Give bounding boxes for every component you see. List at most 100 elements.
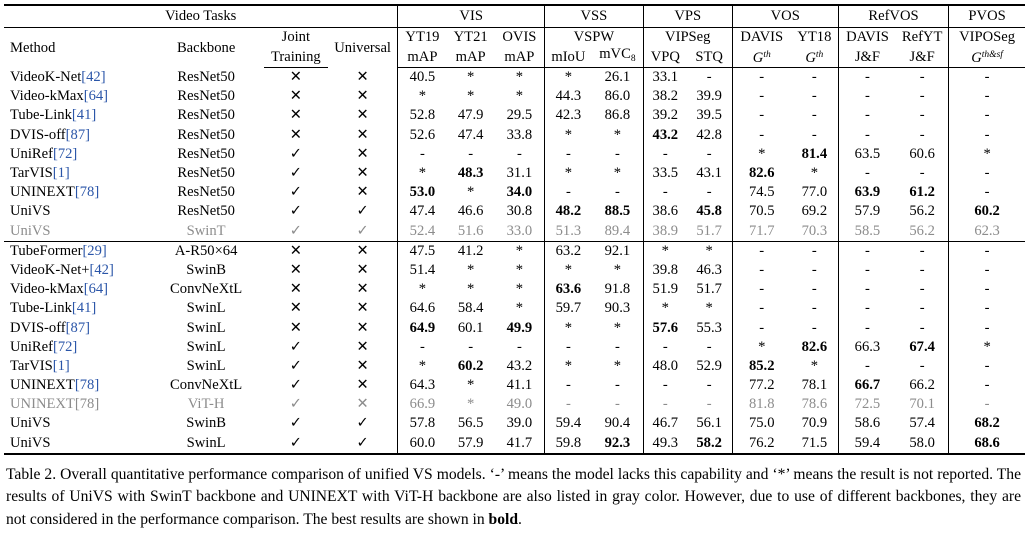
cross-icon: ✕	[356, 145, 369, 162]
metric-gthsf-sup: th&sf	[981, 50, 1003, 60]
value-vipseg-vpq: -	[642, 144, 687, 164]
table-row: UniVS SwinL ✓ ✓ 60.0 57.9 41.7 59.8 92.3 49.3 58.2…	[4, 433, 1025, 455]
joint-training-mark: ✓	[264, 145, 328, 164]
value-davis-gth: -	[731, 67, 791, 88]
citation-link[interactable]: [1]	[52, 165, 70, 182]
universal-mark: ✕	[328, 376, 398, 395]
joint-training-mark: ✕	[264, 299, 328, 318]
metric-jf-refyt: J&F	[896, 46, 949, 68]
method-cell: UniVS	[4, 222, 148, 242]
value-yt18-gth: 70.3	[801, 222, 828, 239]
value-vspw-miou: 63.2	[543, 240, 592, 261]
value-davis-gth: 70.5	[731, 202, 791, 222]
citation-link[interactable]: [72]	[52, 145, 78, 162]
value-vspw-mvc: -	[614, 145, 620, 162]
value-davis-jf: -	[837, 87, 897, 107]
citation-link[interactable]: [1]	[52, 357, 70, 374]
check-icon: ✓	[289, 396, 302, 413]
value-yt18-gth: 69.2	[801, 203, 828, 220]
value-davis-jf: -	[837, 106, 897, 126]
citation-link[interactable]: [78]	[74, 377, 100, 394]
value-vipseg-vpq: -	[642, 395, 687, 415]
method-cell: UNINEXT[78]	[4, 395, 148, 414]
value-vspw-miou: -	[543, 144, 592, 164]
value-yt18-gth: -	[811, 281, 817, 298]
metric-ovis: mAP	[494, 46, 545, 68]
universal-mark: ✕	[328, 395, 398, 414]
value-refyt-jf: -	[919, 69, 925, 86]
value-ovis-map: -	[516, 338, 522, 355]
citation-link[interactable]: [64]	[83, 281, 109, 298]
value-viposeg-gthsf: -	[948, 376, 1025, 396]
value-ovis-map: *	[515, 281, 524, 298]
method-cell: UniRef[72]	[4, 338, 148, 357]
table-row: Tube-Link[41] SwinL ✕ ✕ 64.6 58.4 * 59.7 90.3 * * -…	[4, 299, 1025, 319]
method-cell: DVIS-off[87]	[4, 318, 148, 337]
value-refyt-jf: 56.2	[909, 203, 935, 220]
table-row: UniRef[72] ResNet50 ✓ ✕ - - - - - - - * 81.4 63.5 60.6…	[4, 144, 1025, 164]
citation-link[interactable]: [42]	[89, 261, 114, 278]
value-refyt-jf: -	[919, 107, 925, 124]
value-vipseg-vpq: 51.9	[642, 280, 687, 300]
dataset-vipseg: VIPSeg	[642, 27, 733, 46]
value-ovis-map: 30.8	[506, 203, 533, 220]
citation-link[interactable]: [64]	[83, 88, 109, 105]
joint-training-mark: ✕	[264, 68, 328, 88]
citation-link[interactable]: [41]	[71, 300, 97, 317]
value-vipseg-vpq: 33.5	[642, 163, 687, 184]
citation-link[interactable]: [78]	[74, 396, 100, 413]
citation-link[interactable]: [87]	[65, 126, 90, 143]
value-yt19-map: 66.9	[397, 395, 447, 415]
value-refyt-jf: 58.0	[896, 433, 949, 455]
value-ovis-map: 31.1	[506, 165, 533, 182]
value-yt21-map: 60.1	[457, 319, 484, 336]
table-section-small-backbones: VideoK-Net[42] ResNet50 ✕ ✕ 40.5 * * * 26.1 33.1-…	[4, 67, 1025, 242]
cross-icon: ✕	[356, 261, 369, 278]
value-yt19-map: -	[397, 144, 447, 164]
citation-link[interactable]: [29]	[82, 242, 107, 259]
joint-training-header-line1: Joint	[281, 29, 311, 45]
value-davis-gth: -	[731, 87, 791, 107]
citation-link[interactable]: [78]	[74, 184, 100, 201]
method-name: DVIS-off	[10, 319, 66, 336]
metric-mvc-text: mVC	[599, 46, 631, 62]
joint-training-mark: ✓	[264, 376, 328, 395]
value-vipseg-stq: 51.7	[696, 222, 722, 239]
backbone-cell: SwinT	[186, 222, 226, 239]
value-viposeg-gthsf: 60.2	[948, 202, 1025, 222]
value-davis-jf: -	[837, 163, 897, 184]
value-yt18-gth: -	[811, 261, 817, 278]
value-viposeg-gthsf: -	[948, 240, 1025, 261]
value-yt19-map: 60.0	[397, 433, 447, 455]
cross-icon: ✕	[289, 242, 302, 259]
universal-mark: ✕	[328, 164, 398, 183]
value-davis-gth: -	[731, 280, 791, 300]
value-refyt-jf: 56.2	[909, 222, 935, 239]
value-vipseg-vpq: 49.3	[642, 433, 687, 455]
backbone-cell: ResNet50	[177, 145, 235, 162]
caption-bold-word: bold	[488, 510, 519, 528]
method-cell: UniVS	[4, 433, 149, 455]
citation-link[interactable]: [72]	[52, 338, 78, 355]
value-yt19-map: 52.4	[397, 221, 447, 242]
value-yt21-map: 56.5	[457, 415, 484, 432]
value-refyt-jf: 67.4	[909, 338, 935, 355]
value-ovis-map: 41.1	[506, 377, 533, 394]
citation-link[interactable]: [87]	[65, 319, 90, 336]
value-refyt-jf: -	[919, 88, 925, 105]
universal-header: Universal	[334, 39, 391, 56]
citation-link[interactable]: [41]	[71, 107, 97, 124]
citation-link[interactable]: [42]	[81, 68, 106, 85]
value-vipseg-stq: *	[686, 240, 733, 261]
cross-icon: ✕	[289, 107, 302, 124]
value-vipseg-stq: -	[706, 377, 712, 394]
check-icon: ✓	[289, 165, 302, 182]
table-row: UniVS SwinB ✓ ✓ 57.8 56.5 39.0 59.4 90.4 46.7 56.1…	[4, 414, 1025, 434]
value-vipseg-stq: 56.1	[696, 415, 722, 432]
value-vipseg-stq: 45.8	[696, 203, 722, 220]
cross-icon: ✕	[356, 242, 369, 259]
value-viposeg-gthsf: -	[948, 260, 1025, 281]
value-vspw-mvc: 88.5	[604, 203, 631, 220]
value-yt19-map: 52.6	[397, 125, 447, 145]
joint-training-mark: ✓	[264, 357, 328, 376]
